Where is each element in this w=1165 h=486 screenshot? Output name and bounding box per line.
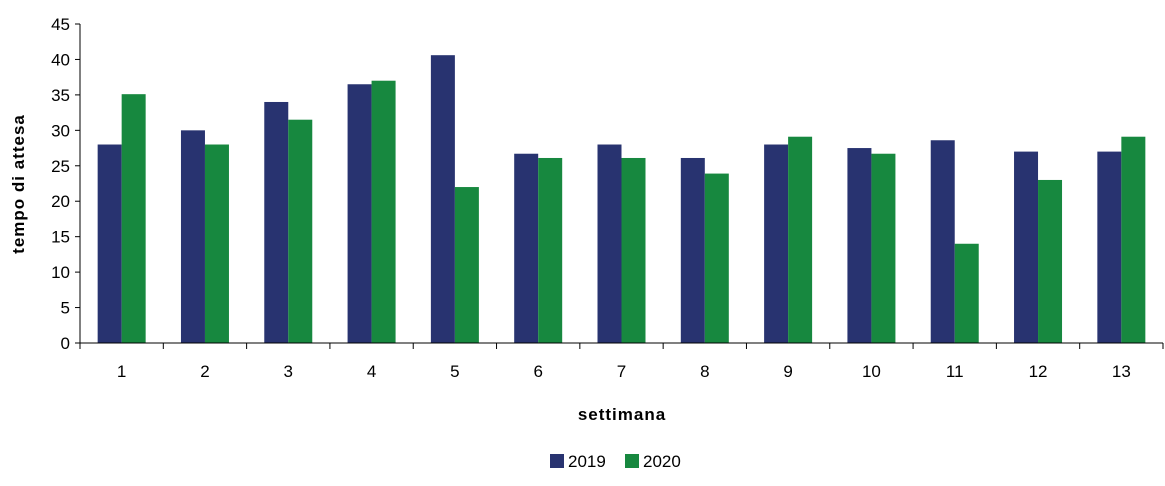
x-tick-label: 7 [617,362,626,381]
bar-2019-6 [514,153,539,343]
bar-2020-9 [788,136,813,343]
y-tick-label: 30 [51,121,70,140]
x-tick-label: 8 [700,362,709,381]
bar-2020-2 [204,144,229,343]
x-tick-label: 3 [284,362,293,381]
y-tick-label: 25 [51,157,70,176]
bar-2019-2 [180,130,205,343]
bar-2019-9 [764,144,789,343]
bar-2019-10 [847,148,872,343]
x-tick-label: 12 [1029,362,1048,381]
x-axis-title: settimana [578,405,666,424]
bars [97,55,1146,344]
x-tick-label: 13 [1112,362,1131,381]
bar-2019-5 [430,55,455,344]
y-tick-label: 15 [51,228,70,247]
bar-2019-8 [680,157,705,343]
x-tick-label: 11 [946,362,964,381]
bar-2019-13 [1097,151,1122,343]
legend-swatch-2020 [625,454,639,468]
y-tick-label: 35 [51,86,70,105]
bar-2019-12 [1014,151,1039,343]
x-tick-label: 1 [117,362,126,381]
legend: 2019 2020 [550,452,681,471]
bar-2019-7 [597,144,622,343]
x-tick-label: 10 [862,362,881,381]
y-tick-label: 45 [51,15,70,34]
bar-2019-3 [264,101,289,343]
y-axis-ticks: 0 5 10 15 20 25 30 35 40 45 [51,15,80,353]
bar-2020-13 [1121,136,1146,343]
y-tick-label: 5 [61,299,70,318]
y-tick-label: 20 [51,192,70,211]
y-tick-label: 0 [61,334,70,353]
x-axis-ticks: 1 2 3 4 5 6 7 8 9 10 11 12 13 [79,343,1164,381]
y-tick-label: 10 [51,263,70,282]
bar-2019-11 [930,140,955,343]
x-tick-label: 4 [367,362,376,381]
bar-2020-8 [704,173,729,343]
legend-label-2020: 2020 [643,452,681,471]
legend-label-2019: 2019 [568,452,606,471]
bar-2020-5 [454,187,479,343]
legend-swatch-2019 [550,454,564,468]
bar-2019-1 [97,144,122,343]
bar-2020-12 [1038,179,1063,343]
bar-2020-6 [538,157,563,343]
bar-2020-1 [121,94,146,344]
bar-2020-3 [288,119,313,343]
bar-2019-4 [347,84,372,343]
y-tick-label: 40 [51,50,70,69]
bar-2020-4 [371,80,396,343]
y-axis-title: tempo di attesa [9,114,28,254]
x-tick-label: 6 [533,362,542,381]
bar-2020-10 [871,153,896,343]
x-tick-label: 2 [200,362,209,381]
bar-2020-11 [954,243,979,343]
bar-2020-7 [621,157,646,343]
x-tick-label: 5 [450,362,459,381]
x-tick-label: 9 [783,362,792,381]
